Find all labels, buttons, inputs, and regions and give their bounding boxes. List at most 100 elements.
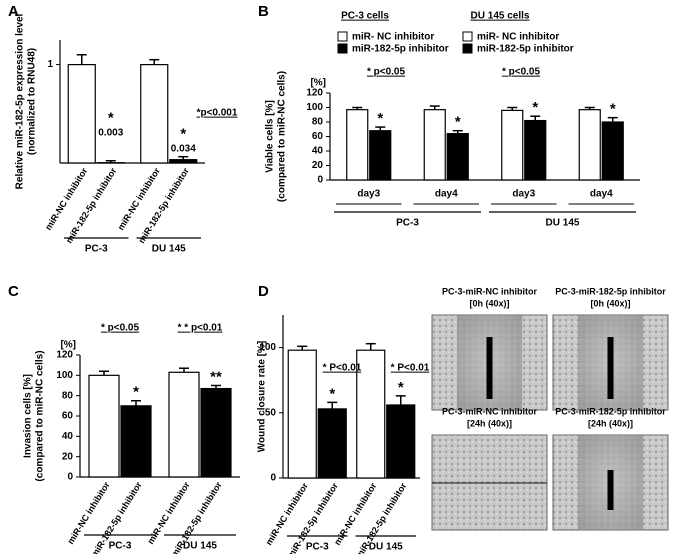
y-tick-label: 100 bbox=[56, 370, 73, 381]
group-label: PC-3 bbox=[109, 541, 132, 552]
significance-note: * p<0.05 bbox=[367, 67, 406, 78]
bar bbox=[501, 109, 524, 181]
group-label: DU 145 bbox=[152, 244, 186, 255]
significance-note: * * p<0.01 bbox=[178, 323, 223, 334]
significance-star: * bbox=[180, 126, 186, 143]
significance-star: * bbox=[108, 110, 114, 127]
bar bbox=[67, 63, 96, 164]
image-title: PC-3-miR-182-5p inhibitor bbox=[555, 286, 666, 296]
bar bbox=[287, 349, 317, 479]
image-title: PC-3-miR-NC inhibitor bbox=[442, 286, 537, 296]
y-tick-label: 0 bbox=[270, 473, 276, 484]
x-tick-label: day3 bbox=[512, 189, 535, 200]
image-title: PC-3-miR-NC inhibitor bbox=[442, 406, 537, 416]
y-tick-label: 0 bbox=[67, 472, 73, 483]
x-tick-label: miR-182-5p inhibitor bbox=[64, 166, 119, 246]
legend-swatch bbox=[462, 31, 473, 42]
group-header: PC-3 cells bbox=[341, 11, 389, 22]
x-tick-label: day4 bbox=[590, 189, 613, 200]
bar bbox=[200, 387, 232, 478]
image-title: [0h (40x)] bbox=[590, 298, 630, 308]
legend-label: miR-182-5p inhibitor bbox=[477, 44, 574, 55]
y-tick-label: 100 bbox=[259, 342, 276, 353]
image-title: PC-3-miR-182-5p inhibitor bbox=[555, 406, 666, 416]
group-label: DU 145 bbox=[183, 541, 217, 552]
bar bbox=[169, 159, 198, 164]
bar bbox=[423, 109, 446, 181]
y-axis-label: Viable cells [%] bbox=[265, 100, 276, 173]
bar bbox=[446, 133, 469, 181]
significance-star: * bbox=[398, 379, 404, 396]
y-unit: [%] bbox=[60, 340, 76, 351]
bar bbox=[356, 349, 386, 479]
bar bbox=[120, 405, 152, 478]
image-title: [24h (40x)] bbox=[467, 418, 512, 428]
significance-note: * p<0.05 bbox=[502, 67, 541, 78]
image-title: [24h (40x)] bbox=[588, 418, 633, 428]
significance-note: *p<0.001 bbox=[197, 108, 238, 119]
bar bbox=[140, 63, 169, 164]
significance-star: ** bbox=[210, 368, 222, 385]
y-unit: [%] bbox=[310, 78, 326, 89]
y-tick-label: 100 bbox=[306, 102, 323, 113]
bar bbox=[386, 404, 416, 479]
y-tick-label: 40 bbox=[312, 146, 324, 157]
panel-label: A bbox=[8, 3, 19, 20]
x-tick-label: miR-182-5p inhibitor bbox=[136, 166, 191, 246]
significance-star: * bbox=[532, 99, 538, 116]
y-tick-label: 50 bbox=[265, 407, 277, 418]
bar bbox=[524, 119, 547, 181]
y-tick-label: 60 bbox=[62, 411, 74, 422]
value-label: 0.034 bbox=[171, 143, 196, 154]
legend-swatch bbox=[337, 31, 348, 42]
y-tick-label: 120 bbox=[306, 88, 323, 99]
significance-star: * bbox=[133, 384, 139, 401]
significance-note: * P<0.01 bbox=[391, 363, 430, 374]
group-label: PC-3 bbox=[85, 244, 108, 255]
y-axis-label: (compared to miR-NC cells) bbox=[35, 350, 46, 481]
panel-label: B bbox=[258, 3, 269, 20]
legend-swatch bbox=[462, 43, 473, 54]
scratch-marker bbox=[486, 337, 493, 399]
panel-label: C bbox=[8, 283, 19, 300]
legend-label: miR- NC inhibitor bbox=[477, 32, 559, 43]
group-header: DU 145 cells bbox=[471, 11, 530, 22]
y-axis-label: Relative miR-182-5p expression level bbox=[15, 13, 26, 189]
y-tick-label: 80 bbox=[62, 390, 74, 401]
legend-label: miR-182-5p inhibitor bbox=[352, 44, 449, 55]
y-tick-label: 120 bbox=[56, 350, 73, 361]
bar bbox=[578, 109, 601, 181]
bar bbox=[346, 109, 369, 181]
y-axis-label: Wound closure rate [%] bbox=[257, 341, 268, 453]
significance-star: * bbox=[377, 110, 383, 127]
legend-swatch bbox=[337, 43, 348, 54]
y-tick-label: 1 bbox=[47, 59, 53, 70]
significance-note: * p<0.05 bbox=[101, 323, 140, 334]
group-label: DU 145 bbox=[546, 218, 580, 229]
significance-note: * P<0.01 bbox=[323, 363, 362, 374]
y-axis-label: Invasion cells [%] bbox=[23, 374, 34, 458]
value-label: 0.003 bbox=[98, 127, 123, 138]
x-tick-label: day3 bbox=[357, 189, 380, 200]
image-title: [0h (40x)] bbox=[469, 298, 509, 308]
significance-star: * bbox=[455, 114, 461, 131]
legend-label: miR- NC inhibitor bbox=[352, 32, 434, 43]
panel-label: D bbox=[258, 283, 269, 300]
significance-star: * bbox=[329, 385, 335, 402]
y-tick-label: 60 bbox=[312, 131, 324, 142]
bar bbox=[601, 121, 624, 181]
y-tick-label: 80 bbox=[312, 117, 324, 128]
bar bbox=[88, 374, 120, 478]
group-label: PC-3 bbox=[306, 542, 329, 553]
scratch-marker bbox=[607, 470, 614, 510]
y-axis-label: (compared to miR-NC cells) bbox=[277, 71, 288, 202]
y-tick-label: 0 bbox=[317, 175, 323, 186]
group-label: DU 145 bbox=[369, 542, 403, 553]
y-tick-label: 20 bbox=[62, 451, 74, 462]
y-tick-label: 20 bbox=[312, 160, 324, 171]
group-label: PC-3 bbox=[396, 218, 419, 229]
x-tick-label: day4 bbox=[435, 189, 458, 200]
y-axis-label: (normalized to RNU48) bbox=[27, 48, 38, 155]
bar bbox=[369, 130, 392, 181]
